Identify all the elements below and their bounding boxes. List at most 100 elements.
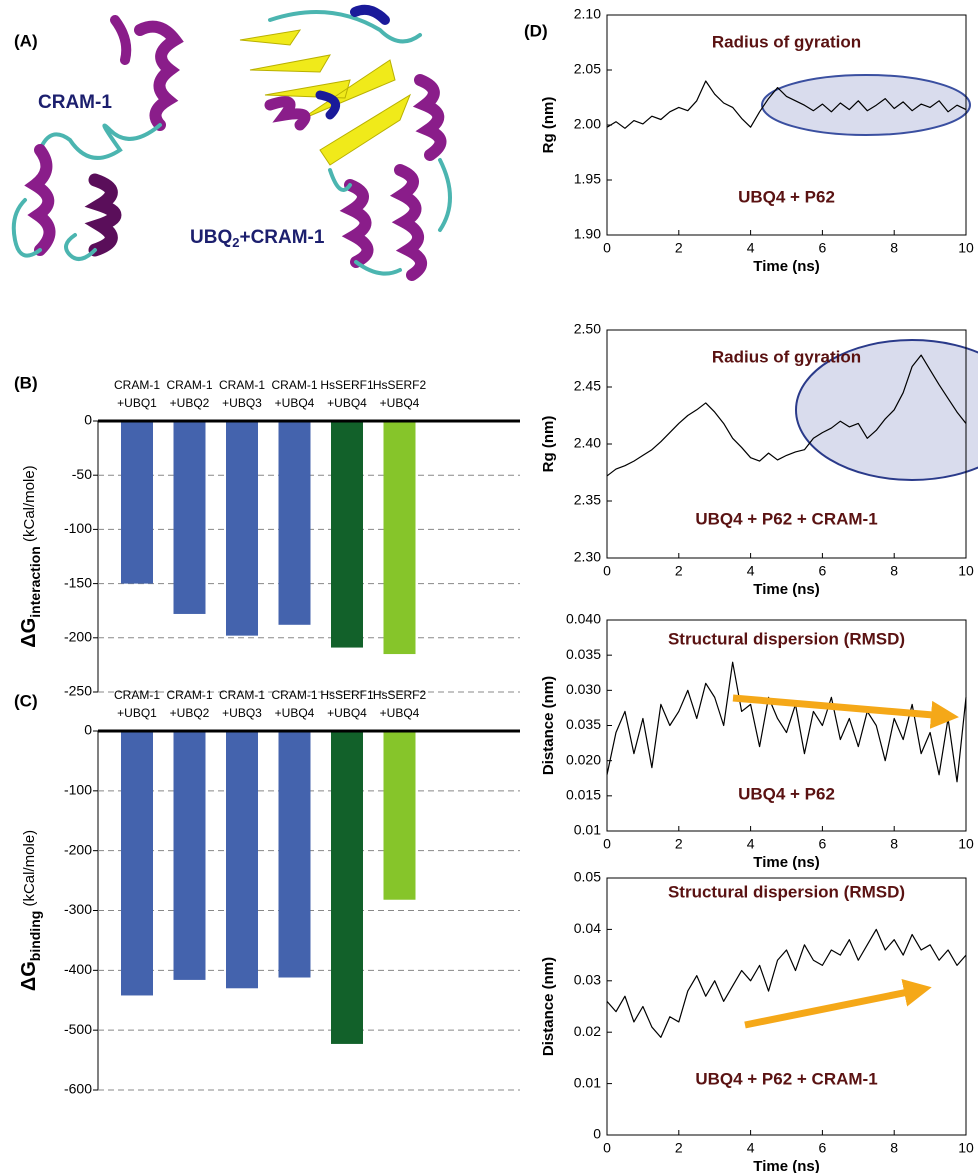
y-axis-label: Distance (nm) — [540, 676, 557, 775]
plot-frame — [606, 619, 967, 832]
category-label: CRAM-1 — [114, 688, 160, 702]
y-tick-label: -300 — [64, 901, 92, 917]
bar — [226, 421, 258, 636]
bar — [278, 421, 311, 625]
category-label: +UBQ4 — [275, 396, 315, 410]
panel-label: (D) — [524, 21, 548, 40]
annotation: UBQ4 + P62 — [738, 784, 835, 803]
trend-arrow — [744, 979, 932, 1029]
x-tick-label: 8 — [890, 240, 898, 256]
y-tick-label: -200 — [64, 841, 92, 857]
y-tick-label: -50 — [72, 466, 92, 482]
x-tick-label: 4 — [747, 563, 755, 579]
category-label: HsSERF1 — [320, 378, 374, 392]
label-part: UBQ — [190, 227, 232, 248]
category-label: CRAM-1 — [271, 688, 317, 702]
y-tick-label: 0 — [84, 412, 92, 428]
x-axis-label: Time (ns) — [753, 1158, 819, 1173]
y-tick-label: 0 — [593, 1126, 601, 1142]
y-tick-label: 0.05 — [574, 869, 601, 885]
y-label-main: ΔG — [18, 961, 40, 991]
y-tick-label: -400 — [64, 961, 92, 977]
x-tick-label: 0 — [603, 836, 611, 852]
highlight-ellipse — [761, 74, 971, 136]
x-tick-label: 0 — [603, 240, 611, 256]
bar — [331, 731, 363, 1044]
y-tick-label: 2.30 — [574, 549, 601, 565]
bar — [383, 731, 416, 900]
category-label: +UBQ1 — [117, 706, 157, 720]
y-tick-label: 0.020 — [566, 751, 601, 767]
data-line — [606, 661, 967, 783]
y-label-unit: (kCal/mole) — [21, 465, 38, 546]
panel-label: (A) — [14, 31, 38, 50]
y-axis-label: Distance (nm) — [540, 957, 557, 1056]
y-tick-label: 0.01 — [574, 1074, 601, 1090]
x-tick-label: 2 — [675, 1140, 683, 1156]
y-tick-label: 2.05 — [574, 61, 601, 77]
x-tick-label: 6 — [819, 1140, 827, 1156]
data-line — [606, 928, 967, 1038]
x-tick-label: 10 — [958, 240, 974, 256]
y-tick-label: 0.030 — [566, 681, 601, 697]
x-tick-label: 0 — [603, 1140, 611, 1156]
panel-label: (C) — [14, 691, 38, 710]
y-tick-label: 0.035 — [566, 646, 601, 662]
y-label-sub: binding — [27, 911, 43, 962]
bar — [278, 731, 311, 978]
category-label: CRAM-1 — [271, 378, 317, 392]
y-tick-label: 2.00 — [574, 116, 601, 132]
trend-arrow — [732, 694, 959, 729]
x-tick-label: 6 — [819, 563, 827, 579]
y-tick-label: -200 — [64, 629, 92, 645]
bar — [226, 731, 258, 989]
y-tick-label: -100 — [64, 520, 92, 536]
y-tick-label: -600 — [64, 1081, 92, 1097]
y-tick-label: 2.10 — [574, 6, 601, 22]
y-tick-label: 0 — [84, 722, 92, 738]
y-tick-label: 2.35 — [574, 492, 601, 508]
panel-label: (B) — [14, 373, 38, 392]
y-tick-label: 2.50 — [574, 321, 601, 337]
x-tick-label: 10 — [958, 836, 974, 852]
x-tick-label: 8 — [890, 563, 898, 579]
x-tick-label: 0 — [603, 563, 611, 579]
y-tick-label: 0.04 — [574, 920, 601, 936]
category-label: +UBQ4 — [275, 706, 315, 720]
category-label: +UBQ4 — [327, 396, 367, 410]
bar — [121, 421, 153, 584]
category-label: CRAM-1 — [219, 378, 265, 392]
bar — [383, 421, 416, 655]
y-label-sub: interaction — [27, 546, 43, 618]
category-label: CRAM-1 — [114, 378, 160, 392]
x-tick-label: 2 — [675, 563, 683, 579]
overlay: (A) (B) (C) (D) CRAM-1 UBQ2+CRAM-1 — [14, 21, 959, 1029]
x-tick-label: 4 — [747, 240, 755, 256]
x-tick-label: 2 — [675, 836, 683, 852]
x-axis-label: Time (ns) — [753, 581, 819, 598]
category-label: +UBQ3 — [222, 706, 262, 720]
y-tick-label: 0.01 — [574, 822, 601, 838]
y-axis-label: ΔGbinding (kCal/mole) — [18, 830, 42, 991]
x-axis-label: Time (ns) — [753, 258, 819, 275]
y-label-main: ΔG — [18, 618, 40, 648]
chart-title: Radius of gyration — [712, 32, 861, 51]
category-label: +UBQ2 — [170, 706, 210, 720]
category-label: HsSERF2 — [373, 378, 427, 392]
x-tick-label: 6 — [819, 240, 827, 256]
y-tick-label: 0.040 — [566, 611, 601, 627]
y-tick-label: 2.40 — [574, 435, 601, 451]
label-sub: 2 — [232, 235, 239, 250]
category-label: +UBQ1 — [117, 396, 157, 410]
category-label: HsSERF1 — [320, 688, 374, 702]
y-tick-label: 1.95 — [574, 171, 601, 187]
chart-title: Structural dispersion (RMSD) — [668, 882, 905, 901]
structure-label: UBQ2+CRAM-1 — [190, 227, 325, 250]
y-tick-label: 0.035 — [566, 716, 601, 732]
plot-frame — [606, 329, 967, 559]
x-tick-label: 6 — [819, 836, 827, 852]
category-label: +UBQ4 — [380, 396, 420, 410]
y-tick-label: -500 — [64, 1021, 92, 1037]
bar — [331, 421, 363, 648]
